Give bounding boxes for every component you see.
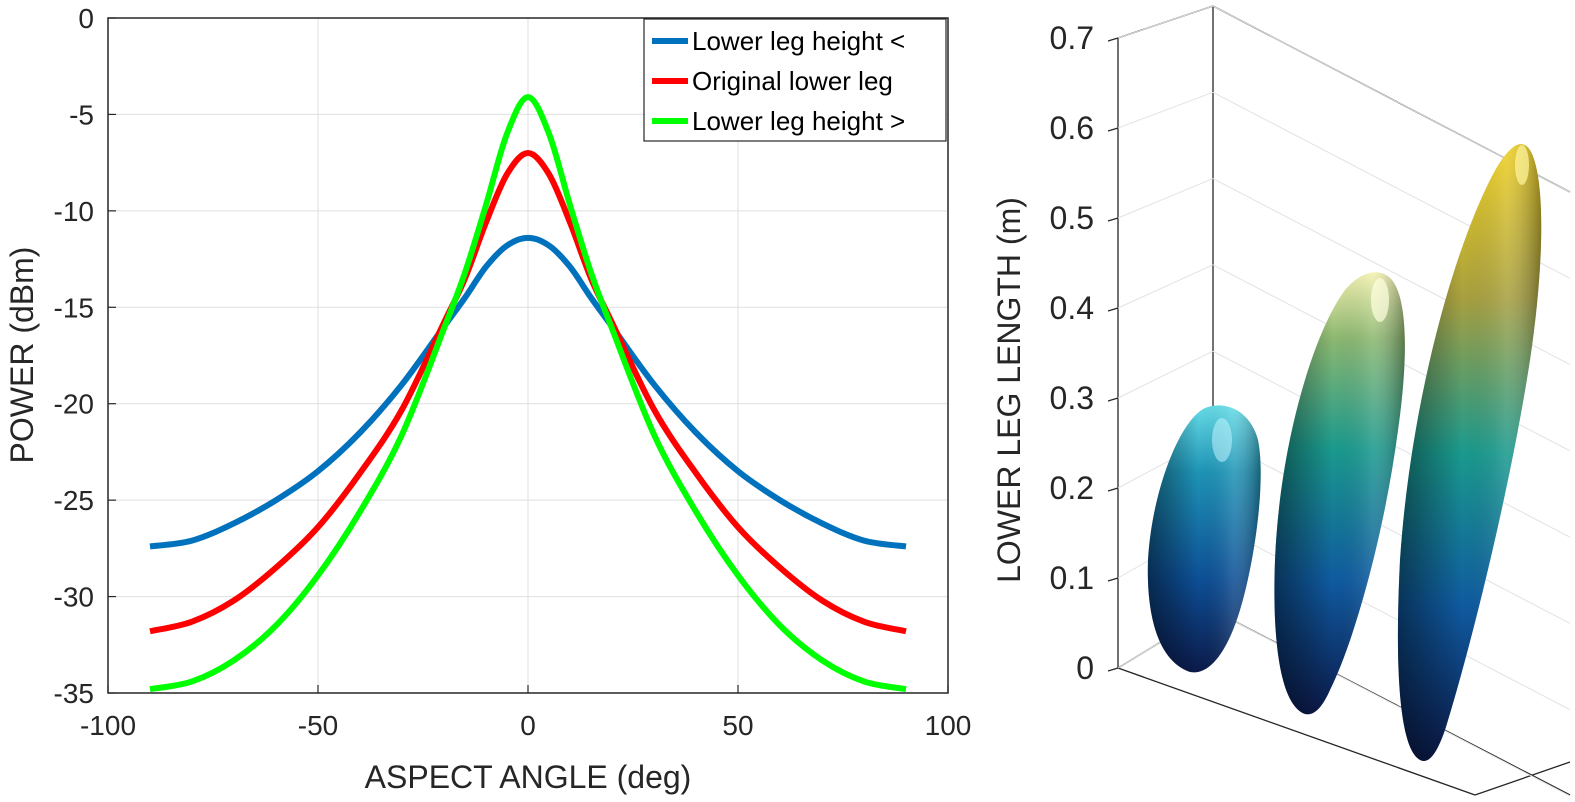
long-ellipsoid: [1397, 144, 1542, 761]
short-ellipsoid: [1147, 405, 1261, 673]
z-tick-label: 0.1: [1050, 560, 1094, 596]
z-tick-mark: [1107, 487, 1119, 492]
y-axis-label: POWER (dBm): [4, 247, 40, 464]
z-tick-label: 0.6: [1050, 110, 1094, 146]
z-tick-mark: [1107, 577, 1119, 582]
z-gridline-side: [1117, 178, 1214, 219]
z-tick-label: 0.3: [1050, 380, 1094, 416]
z-axis-label: LOWER LEG LENGTH (m): [991, 197, 1027, 583]
legend-label-original-lower-leg: Original lower leg: [692, 66, 893, 96]
z-gridline-side: [1117, 91, 1214, 129]
y-tick-label: -35: [54, 678, 94, 709]
series-lines: [149, 94, 907, 693]
series-line-lower-leg-height: [149, 94, 907, 693]
series-line-lower-leg-height: [149, 234, 907, 550]
z-tick-label: 0.2: [1050, 470, 1094, 506]
medium-ellipsoid: [1274, 272, 1405, 715]
legend-label-lower-leg-height-less: Lower leg height <: [692, 26, 905, 56]
z-gridline-side: [1117, 264, 1214, 309]
y-tick-label: -5: [69, 99, 94, 130]
x-tick-label: -100: [80, 710, 136, 741]
leg-length-3d-chart: 0 0.1 0.2 0.3 0.4 0.5 0.6 0.7 LOWER LEG LENGTH …: [991, 5, 1571, 797]
z-gridline-side: [1117, 350, 1214, 399]
z-tick-mark: [1107, 397, 1119, 402]
x-tick-label: 50: [722, 710, 753, 741]
y-tick-label: -25: [54, 485, 94, 516]
y-tick-label: 0: [78, 3, 94, 34]
y-tick-labels: 0 -5 -10 -15 -20 -25 -30 -35: [54, 3, 94, 709]
y-tick-label: -15: [54, 292, 94, 323]
z-tick-mark: [1107, 307, 1119, 312]
z-gridline-back: [1212, 523, 1571, 711]
y-tick-label: -20: [54, 389, 94, 420]
power-vs-angle-chart: -100 -50 0 50 100 0 -5 -10 -15 -20 -25 -30 -35 ASPE…: [4, 3, 971, 795]
series-line-original-lower-leg: [149, 150, 907, 635]
y-tick-label: -30: [54, 582, 94, 613]
y-tick-label: -10: [54, 196, 94, 227]
x-tick-label: 0: [520, 710, 536, 741]
z-tick-label: 0.5: [1050, 200, 1094, 236]
z-tick-label: 0.4: [1050, 290, 1094, 326]
z-tick-mark: [1107, 127, 1119, 132]
legend-box: [643, 18, 947, 142]
x-tick-label: 100: [925, 710, 972, 741]
z-tick-mark: [1107, 667, 1119, 672]
z-gridline-side: [1117, 5, 1214, 39]
x-tick-label: -50: [298, 710, 338, 741]
z-tick-mark: [1107, 37, 1119, 42]
z-gridline-back: [1212, 436, 1571, 624]
axes-box: [107, 17, 949, 694]
z-tick-mark: [1107, 217, 1119, 222]
x-tick-labels: -100 -50 0 50 100: [80, 710, 971, 741]
3d-grid: [1107, 5, 1571, 797]
z-gridline-back: [1212, 609, 1571, 797]
legend-label-lower-leg-height-greater: Lower leg height >: [692, 106, 905, 136]
z-tick-label: 0: [1076, 650, 1094, 686]
legend: Lower leg height < Original lower leg Lo…: [643, 18, 947, 142]
z-tick-labels: 0 0.1 0.2 0.3 0.4 0.5 0.6 0.7: [1050, 20, 1094, 686]
z-tick-label: 0.7: [1050, 20, 1094, 56]
x-axis-label: ASPECT ANGLE (deg): [365, 759, 692, 795]
